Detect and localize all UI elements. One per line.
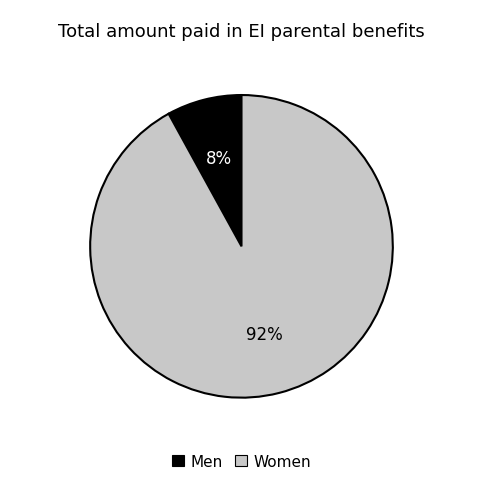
Text: 92%: 92%: [246, 326, 283, 344]
Text: 8%: 8%: [206, 150, 232, 168]
Wedge shape: [169, 96, 242, 247]
Wedge shape: [90, 96, 393, 398]
Title: Total amount paid in EI parental benefits: Total amount paid in EI parental benefit…: [58, 23, 425, 41]
Legend: Men, Women: Men, Women: [168, 449, 315, 473]
